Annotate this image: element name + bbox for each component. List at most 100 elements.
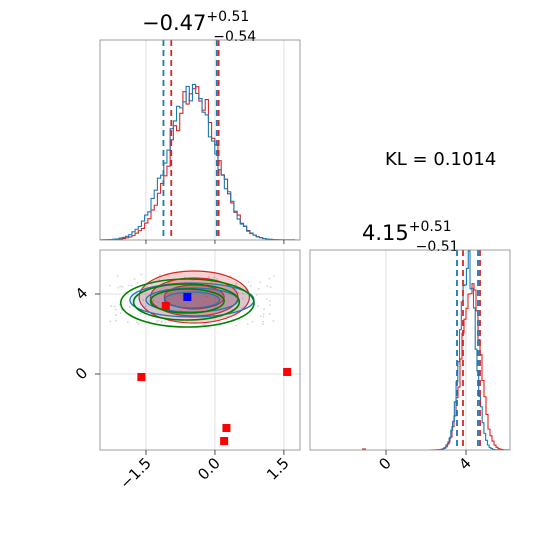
sample-point — [140, 273, 143, 276]
sample-point — [115, 314, 117, 317]
sample-point — [115, 319, 118, 322]
tick-label-p2-y-0: 0 — [72, 364, 91, 383]
marker-red-2 — [283, 368, 292, 376]
sample-point — [235, 324, 238, 327]
histogram-param1-red-series — [100, 86, 299, 240]
sample-point — [259, 281, 262, 284]
sample-point — [201, 323, 204, 326]
sample-point — [269, 299, 271, 302]
sample-point — [157, 301, 160, 304]
sample-point — [127, 321, 129, 323]
sample-point — [118, 303, 121, 306]
sample-point — [255, 293, 258, 296]
tick-label-p1-x-1: 0.0 — [194, 454, 224, 484]
sample-point — [272, 275, 275, 277]
sample-point — [251, 320, 254, 323]
sample-point — [121, 285, 124, 288]
sample-point — [180, 309, 182, 312]
sample-point — [262, 323, 264, 326]
sample-point — [269, 304, 271, 306]
sample-point — [247, 281, 250, 283]
sample-point — [109, 284, 111, 287]
sample-point — [257, 305, 259, 307]
tick-label-p1-x-0: −1.5 — [116, 454, 154, 492]
histogram-param1-panel — [99, 39, 301, 241]
sample-point — [117, 286, 120, 289]
sample-point — [127, 284, 130, 287]
sample-point — [179, 294, 182, 297]
sample-point — [152, 299, 155, 302]
sample-point — [157, 319, 160, 322]
sample-point — [191, 298, 194, 301]
histogram-param1-frame — [99, 39, 301, 241]
histogram-param1-blue-series — [100, 83, 299, 240]
sample-point — [140, 312, 142, 315]
sample-point — [169, 291, 171, 294]
param1-title: −0.47+0.51 −0.54 — [142, 9, 256, 45]
sample-point — [268, 312, 271, 315]
joint-contours — [109, 270, 275, 328]
kl-annotation: KL = 0.1014 — [385, 149, 496, 170]
sample-point — [235, 282, 238, 285]
joint-density-panel — [99, 249, 301, 451]
tick-label-p2-y-1: 4 — [72, 284, 91, 303]
marker-blue-0 — [183, 293, 192, 301]
sample-point — [205, 295, 207, 298]
sample-point — [110, 305, 113, 307]
sample-point — [195, 285, 197, 288]
sample-point — [146, 285, 148, 288]
sample-point — [259, 315, 262, 317]
marker-red-3 — [222, 424, 231, 432]
histogram-param2-bars — [362, 250, 510, 450]
sample-point — [142, 299, 145, 301]
sample-point — [213, 276, 216, 279]
param2-title: 4.15+0.51 −0.51 — [362, 219, 459, 255]
sample-point — [144, 305, 147, 308]
marker-red-4 — [220, 437, 229, 445]
sample-point — [263, 308, 265, 311]
sample-point — [218, 290, 220, 293]
sample-point — [249, 285, 252, 287]
sample-point — [246, 323, 249, 325]
sample-point — [167, 282, 170, 284]
histogram-param2-panel — [309, 249, 511, 451]
sample-point — [181, 296, 184, 299]
sample-point — [128, 306, 131, 308]
contour-green-2 — [149, 288, 225, 314]
sample-point — [272, 320, 275, 322]
contour-blue-2 — [163, 291, 221, 309]
sample-point — [137, 322, 140, 325]
sample-point — [241, 307, 243, 310]
contour-green-0 — [119, 278, 255, 328]
sample-point — [133, 278, 136, 280]
sample-point — [214, 300, 216, 303]
sample-point — [237, 291, 240, 294]
sample-point — [229, 275, 232, 277]
tick-label-p2-x-1: 4 — [455, 454, 474, 473]
sample-point — [262, 313, 265, 316]
marker-red-0 — [161, 302, 170, 310]
histogram-param2-blue-series — [429, 250, 510, 450]
joint-frame — [99, 249, 301, 451]
histogram-param2-red-series — [429, 283, 510, 450]
sample-point — [207, 276, 210, 279]
sample-point — [266, 285, 269, 288]
sample-point — [119, 312, 122, 315]
sample-point — [136, 281, 139, 284]
marker-red-1 — [137, 373, 146, 381]
sample-point — [242, 292, 244, 295]
axis-ticks: −1.5 0.0 1.5 0 4 0 4 — [72, 240, 475, 493]
sample-point — [257, 288, 260, 290]
sample-point — [235, 284, 237, 286]
sample-point — [119, 285, 122, 288]
tick-label-p2-x-0: 0 — [375, 454, 394, 473]
sample-point — [160, 321, 163, 324]
histogram-param1-bars — [100, 83, 299, 240]
sample-point — [155, 320, 158, 323]
contour-green-1 — [132, 283, 241, 321]
sample-point — [262, 320, 265, 323]
sample-point — [164, 321, 167, 324]
sample-point — [114, 308, 117, 311]
sample-point — [181, 294, 184, 297]
